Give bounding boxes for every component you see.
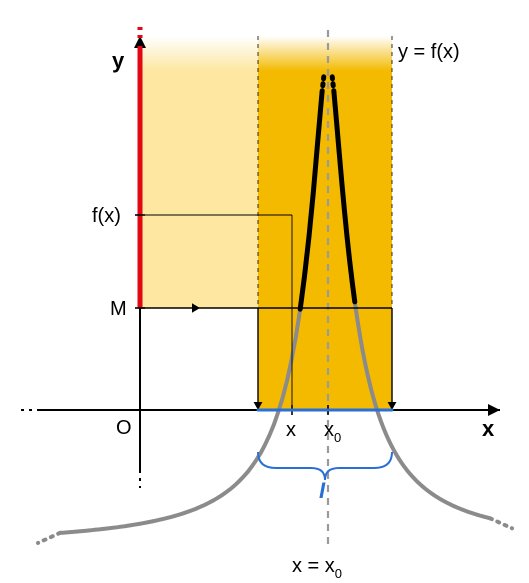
M-label: M: [110, 298, 127, 320]
origin-label: O: [116, 417, 132, 439]
asymptote-label: x = x0: [292, 555, 342, 581]
fx-label: f(x): [92, 205, 121, 227]
x-axis-label: x: [482, 416, 495, 441]
y-axis-label: y: [112, 48, 125, 73]
limit-diagram: y x Of(x) Mx x0 y = f(x) x = x0 I: [0, 0, 529, 583]
x-tick-label: x: [286, 419, 296, 441]
curve-label: y = f(x): [398, 41, 460, 63]
interval-label: I: [319, 478, 326, 503]
x0-tick-label: x0: [324, 419, 341, 445]
